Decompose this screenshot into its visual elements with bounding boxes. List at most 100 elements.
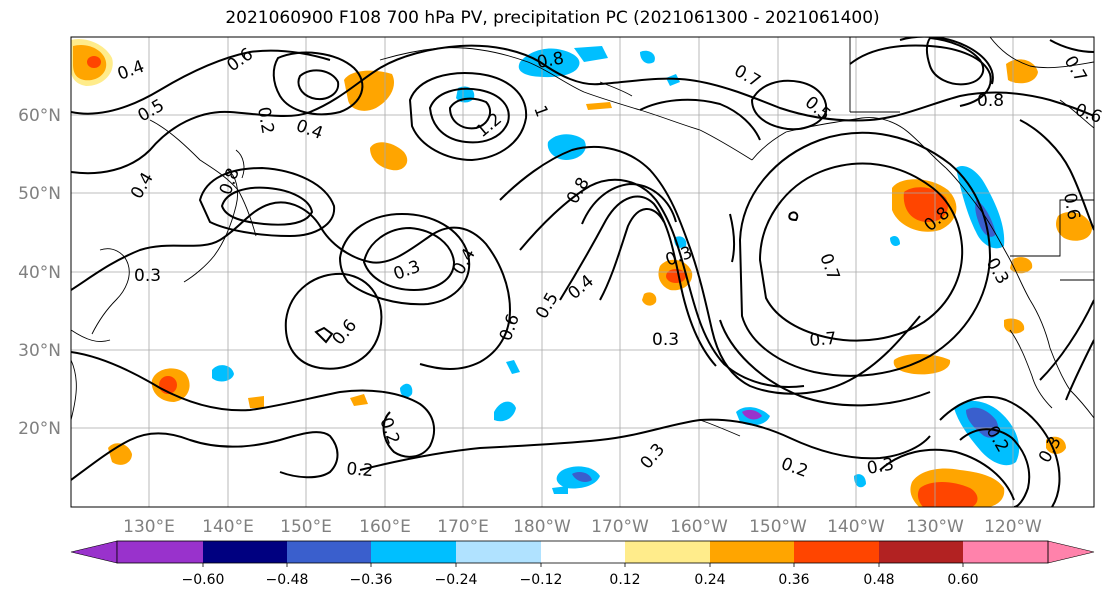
colorbar-segment bbox=[117, 541, 203, 563]
lon-tick-label: 130°W bbox=[906, 517, 964, 537]
precip-positive-patch bbox=[666, 269, 686, 283]
contour-label: 0.3 bbox=[637, 440, 670, 474]
contour-label: 0.4 bbox=[127, 169, 158, 202]
contour-label: 0.7 bbox=[731, 61, 764, 92]
colorbar-segment bbox=[203, 541, 287, 563]
precip-positive-patch bbox=[893, 354, 951, 375]
precip-negative-patch bbox=[666, 74, 680, 86]
lat-tick-label: 50°N bbox=[18, 184, 61, 204]
contour-label: 0.6 bbox=[329, 316, 362, 350]
colorbar-tick-label: 0.48 bbox=[863, 572, 894, 588]
precip-positive-patch bbox=[248, 396, 264, 408]
lon-tick-label: 140°W bbox=[827, 517, 885, 537]
lon-tick-label: 140°E bbox=[202, 517, 254, 537]
contour-label: 0.6 bbox=[223, 44, 257, 76]
precip-positive-patch bbox=[586, 102, 612, 110]
contour-label: 0.8 bbox=[977, 91, 1004, 111]
precip-negative-patch bbox=[854, 474, 866, 488]
precip-negative-patch bbox=[572, 472, 592, 482]
pv-contours bbox=[71, 37, 1094, 507]
precip-positive-patch bbox=[1046, 436, 1066, 454]
precip-negative-patch bbox=[552, 486, 568, 494]
precip-positive-patch bbox=[1004, 318, 1025, 334]
precip-negative-patch bbox=[890, 236, 900, 246]
colorbar-segment bbox=[625, 541, 710, 563]
graticule bbox=[71, 37, 1094, 507]
colorbar-tick-label: 0.60 bbox=[947, 572, 978, 588]
contour-labels: 0.4 0.6 0.5 0.4 0.2 0.8 1.2 1 0.7 0.5 0.… bbox=[115, 44, 1105, 482]
colorbar: −0.60 −0.48 −0.36 −0.24 −0.12 0.12 0.24 … bbox=[70, 540, 1095, 588]
contour-label: 0.6 bbox=[1059, 191, 1083, 221]
precip-negative-patch bbox=[212, 365, 234, 382]
contour-label: 0.8 bbox=[535, 49, 565, 73]
colorbar-tick-label: 0.36 bbox=[778, 572, 809, 588]
colorbar-segment bbox=[794, 541, 879, 563]
chart-title: 2021060900 F108 700 hPa PV, precipitatio… bbox=[225, 8, 880, 28]
longitude-ticks: 130°E 140°E 150°E 160°E 170°E 180°W 170°… bbox=[123, 517, 1042, 537]
precip-positive-patch bbox=[370, 142, 408, 171]
colorbar-extend-low bbox=[70, 540, 118, 564]
precip-negative-patch bbox=[547, 134, 586, 160]
colorbar-segment bbox=[879, 541, 963, 563]
colorbar-tick-label: 0.12 bbox=[609, 572, 640, 588]
colorbar-tick-label: 0.24 bbox=[694, 572, 725, 588]
contour-label: 0.4 bbox=[293, 116, 325, 144]
colorbar-extend-high bbox=[1047, 540, 1095, 564]
lon-tick-label: 120°W bbox=[984, 517, 1042, 537]
colorbar-tick-label: −0.24 bbox=[435, 572, 478, 588]
lon-tick-label: 160°E bbox=[359, 517, 411, 537]
colorbar-segment bbox=[456, 541, 541, 563]
lat-tick-label: 40°N bbox=[18, 263, 61, 283]
contour-label: 1 bbox=[529, 103, 551, 120]
precip-negative-patch bbox=[574, 46, 608, 62]
contour-label: 0.3 bbox=[652, 330, 679, 350]
precip-negative-patch bbox=[742, 409, 762, 420]
precip-negative-patch bbox=[506, 360, 520, 374]
colorbar-tick-label: −0.60 bbox=[182, 572, 225, 588]
colorbar-segment bbox=[963, 541, 1048, 563]
contour-label: 0.5 bbox=[532, 289, 563, 322]
contour-label: 0.6 bbox=[1072, 100, 1104, 128]
colorbar-tick-label: −0.12 bbox=[520, 572, 563, 588]
contour-label: 0.2 bbox=[778, 454, 810, 482]
colorbar-segment bbox=[710, 541, 794, 563]
contour-label: 0.7 bbox=[1060, 53, 1091, 86]
latitude-ticks: 60°N 50°N 40°N 30°N 20°N bbox=[18, 106, 61, 439]
lat-tick-label: 30°N bbox=[18, 341, 61, 361]
colorbar-tick-label: −0.36 bbox=[350, 572, 393, 588]
precip-positive-patch bbox=[1010, 257, 1033, 274]
precip-negative-patch bbox=[518, 48, 580, 78]
precip-positive-patch bbox=[642, 292, 657, 306]
contour-label: 0.4 bbox=[564, 271, 598, 304]
colorbar-tick-label: −0.48 bbox=[266, 572, 309, 588]
precip-positive-patch bbox=[917, 482, 978, 507]
map-frame bbox=[70, 36, 1095, 508]
lon-tick-label: 170°W bbox=[591, 517, 649, 537]
contour-label: 0.2 bbox=[375, 415, 403, 447]
lon-tick-label: 160°W bbox=[670, 517, 728, 537]
precip-negative-patch bbox=[494, 401, 516, 422]
lat-tick-label: 60°N bbox=[18, 106, 61, 126]
contour-label: 0.4 bbox=[115, 57, 147, 85]
precip-positive-patch bbox=[1006, 59, 1038, 84]
lon-tick-label: 170°E bbox=[437, 517, 489, 537]
lon-tick-label: 130°E bbox=[123, 517, 175, 537]
contour-label: 0.4 bbox=[449, 245, 480, 278]
precip-positive-patch bbox=[1056, 212, 1092, 241]
contour-label: 0.5 bbox=[801, 93, 835, 126]
colorbar-frame bbox=[116, 540, 1049, 564]
contour-label: 0.3 bbox=[391, 257, 423, 285]
precip-negative-patch bbox=[640, 50, 655, 64]
contour-label: 0.3 bbox=[865, 455, 895, 479]
lon-tick-label: 150°W bbox=[749, 517, 807, 537]
contour-label: 0.2 bbox=[346, 459, 375, 481]
colorbar-segment bbox=[287, 541, 371, 563]
contour-label: 0.2 bbox=[253, 105, 277, 135]
contour-label: 0.7 bbox=[809, 329, 838, 351]
contour-label: 0.3 bbox=[1035, 433, 1066, 466]
precipitation-shading bbox=[71, 38, 1092, 507]
precip-positive-patch bbox=[350, 394, 368, 406]
lon-tick-label: 180°W bbox=[513, 517, 571, 537]
contour-label: 0.3 bbox=[134, 266, 161, 286]
